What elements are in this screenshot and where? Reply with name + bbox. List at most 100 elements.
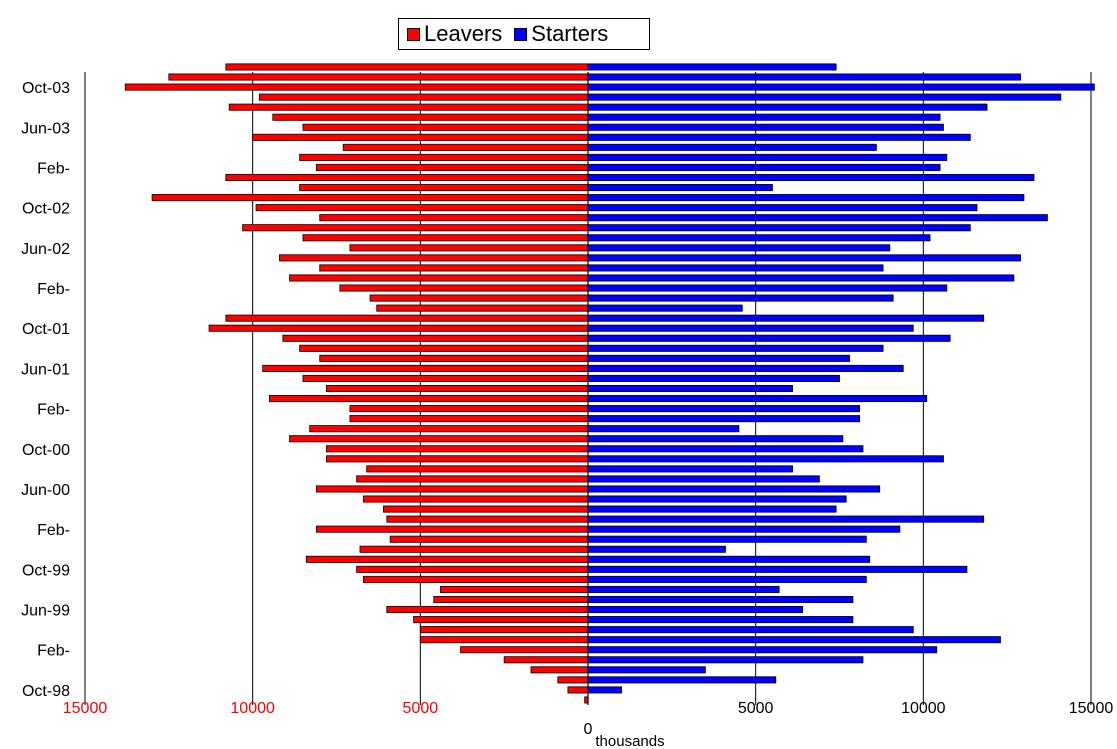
bar-leavers-39: [376, 304, 589, 312]
bar-starters-36: [587, 324, 914, 332]
bar-leavers-56: [252, 133, 589, 141]
bar-starters-30: [587, 384, 793, 393]
bar-starters-35: [587, 334, 951, 342]
bar-starters-17: [587, 515, 985, 523]
bar-leavers-2: [557, 676, 589, 684]
bar-starters-42: [587, 264, 884, 272]
bar-starters-27: [587, 415, 861, 423]
bar-leavers-63: [225, 63, 589, 71]
bar-leavers-6: [419, 636, 589, 644]
bar-leavers-27: [309, 425, 589, 433]
bar-starters-33: [587, 354, 850, 362]
bar-starters-31: [587, 374, 840, 382]
bar-starters-5: [587, 636, 1001, 644]
bar-leavers-45: [349, 244, 589, 252]
bar-leavers-42: [289, 274, 589, 282]
bar-leavers-18: [386, 515, 589, 523]
legend-item-starters: Starters: [514, 21, 608, 47]
bar-leavers-58: [272, 113, 589, 121]
bar-leavers-40: [369, 294, 589, 302]
bar-leavers-8: [413, 616, 589, 624]
bar-leavers-37: [208, 324, 589, 332]
bar-leavers-7: [419, 626, 589, 634]
bar-leavers-28: [349, 415, 589, 423]
bar-leavers-30: [269, 395, 589, 403]
bar-starters-15: [587, 535, 867, 543]
bar-starters-59: [587, 93, 1062, 101]
bar-leavers-33: [262, 364, 589, 372]
bar-starters-12: [587, 565, 968, 573]
bar-leavers-4: [503, 656, 589, 664]
bar-leavers-23: [366, 465, 589, 473]
bar-starters-2: [587, 666, 706, 674]
bar-leavers-50: [151, 194, 589, 202]
bar-leavers-35: [299, 344, 589, 352]
bar-leavers-26: [289, 435, 589, 443]
bar-starters-46: [587, 224, 971, 232]
bar-starters-40: [587, 284, 948, 292]
bar-starters-10: [587, 585, 780, 593]
bar-starters-13: [587, 555, 871, 563]
bar-leavers-3: [530, 666, 589, 674]
bar-leavers-51: [299, 184, 589, 192]
x-axis-title: thousands: [595, 733, 664, 749]
bar-starters-41: [587, 274, 1015, 282]
y-tick-label-2: Jun-99: [21, 603, 70, 620]
bar-starters-55: [587, 133, 971, 141]
bar-starters-28: [587, 405, 861, 413]
x-tick-label-2: 5000: [403, 700, 439, 717]
bar-leavers-22: [356, 475, 589, 483]
bar-leavers-57: [302, 123, 589, 131]
bar-leavers-55: [342, 143, 589, 151]
y-tick-label-9: Oct-01: [22, 321, 70, 338]
y-tick-label-11: Jun-02: [21, 241, 70, 258]
bar-leavers-9: [386, 606, 589, 614]
y-tick-label-1: Feb-: [37, 643, 70, 660]
bar-leavers-49: [255, 204, 589, 212]
x-tick-label-5: 10000: [901, 700, 946, 717]
bar-starters-61: [587, 73, 1021, 81]
x-tick-label-4: 5000: [738, 700, 774, 717]
y-tick-label-10: Feb-: [37, 281, 70, 298]
bar-leavers-31: [326, 384, 589, 393]
bar-leavers-38: [225, 314, 589, 322]
y-tick-label-7: Feb-: [37, 402, 70, 419]
bar-leavers-5: [460, 646, 589, 654]
legend-label-starters: Starters: [531, 21, 609, 46]
bar-starters-16: [587, 525, 901, 533]
bar-starters-48: [587, 204, 978, 212]
bar-starters-6: [587, 626, 914, 634]
bar-starters-3: [587, 656, 864, 664]
bar-leavers-46: [302, 234, 589, 242]
y-tick-label-0: Oct-98: [22, 683, 70, 700]
x-axis: 15000 10000 5000 0 5000 10000 15000: [63, 700, 1114, 738]
bar-leavers-13: [356, 565, 589, 573]
bar-starters-57: [587, 113, 941, 121]
x-tick-label-0: 15000: [63, 700, 108, 717]
bar-starters-39: [587, 294, 894, 302]
bar-starters-37: [587, 314, 985, 322]
bar-starters-34: [587, 344, 884, 352]
legend-item-leavers: Leavers: [407, 21, 502, 47]
bar-leavers-32: [302, 374, 589, 382]
y-tick-label-8: Jun-01: [21, 361, 70, 378]
bar-starters-53: [587, 153, 948, 161]
bar-starters-62: [587, 63, 837, 71]
bar-leavers-11: [440, 585, 589, 593]
bar-starters-9: [587, 595, 854, 604]
bar-starters-44: [587, 244, 891, 252]
y-tick-label-13: Feb-: [37, 160, 70, 177]
y-tick-label-3: Oct-99: [22, 562, 70, 579]
legend-swatch-leavers: [407, 27, 420, 41]
bar-leavers-60: [258, 93, 589, 101]
bar-starters-47: [587, 214, 1048, 222]
bar-starters-4: [587, 646, 938, 654]
bar-starters-8: [587, 606, 804, 614]
y-tick-label-4: Feb-: [37, 522, 70, 539]
bar-leavers-47: [242, 224, 589, 232]
bar-starters-38: [587, 304, 743, 312]
bar-leavers-41: [339, 284, 589, 292]
bar-starters-52: [587, 163, 941, 171]
bar-leavers-34: [319, 354, 589, 362]
